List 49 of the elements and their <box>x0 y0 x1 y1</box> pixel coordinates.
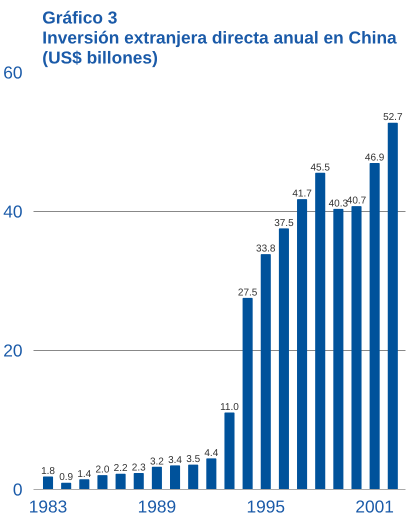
bar <box>260 254 271 490</box>
data-label: 52.7 <box>383 112 403 124</box>
bar <box>97 475 108 490</box>
data-label: 37.5 <box>274 218 294 229</box>
chart-title: Gráfico 3 Inversión extranjera directa anual en China (US$ billones) <box>42 8 398 68</box>
bar <box>42 476 54 490</box>
data-label: 1.8 <box>41 466 56 477</box>
data-label: 27.5 <box>238 287 258 298</box>
bar <box>224 412 235 490</box>
data-label: 2.3 <box>132 462 146 474</box>
data-label: 2.2 <box>114 463 128 474</box>
bar <box>388 122 398 490</box>
data-label: 0.9 <box>59 472 74 484</box>
bar <box>152 466 162 490</box>
x-tick-label: 1983 <box>28 496 68 516</box>
data-label: 2.0 <box>96 464 110 476</box>
data-label: 3.5 <box>186 454 201 466</box>
data-label: 40.7 <box>346 196 367 207</box>
bar <box>134 473 144 490</box>
data-label: 40.3 <box>328 198 349 210</box>
data-label: 33.8 <box>256 244 276 255</box>
bar <box>61 482 72 490</box>
bar <box>315 172 326 490</box>
x-tick-label: 1995 <box>246 496 286 516</box>
bar <box>370 163 380 490</box>
y-tick-label: 0 <box>12 480 23 500</box>
x-tick-label: 2001 <box>355 496 394 516</box>
bar <box>333 208 344 490</box>
bar <box>278 228 289 490</box>
x-tick-label: 1989 <box>138 496 176 516</box>
bar <box>79 479 90 490</box>
data-label: 1.4 <box>77 468 92 480</box>
bar <box>206 458 216 490</box>
data-label: 45.5 <box>310 162 330 174</box>
bar <box>242 298 253 490</box>
bar <box>297 199 308 490</box>
bar <box>188 464 198 490</box>
data-label: 41.7 <box>292 188 312 200</box>
bar <box>170 465 180 490</box>
bar <box>116 474 126 490</box>
y-tick-label: 20 <box>3 340 23 360</box>
bar <box>351 206 362 490</box>
data-label: 3.4 <box>168 454 182 466</box>
y-tick-label: 60 <box>3 62 23 82</box>
data-label: 3.2 <box>150 456 164 468</box>
data-label: 4.4 <box>204 448 219 459</box>
data-label: 11.0 <box>220 402 240 414</box>
y-tick-label: 40 <box>3 202 23 222</box>
data-label: 46.9 <box>364 152 385 164</box>
